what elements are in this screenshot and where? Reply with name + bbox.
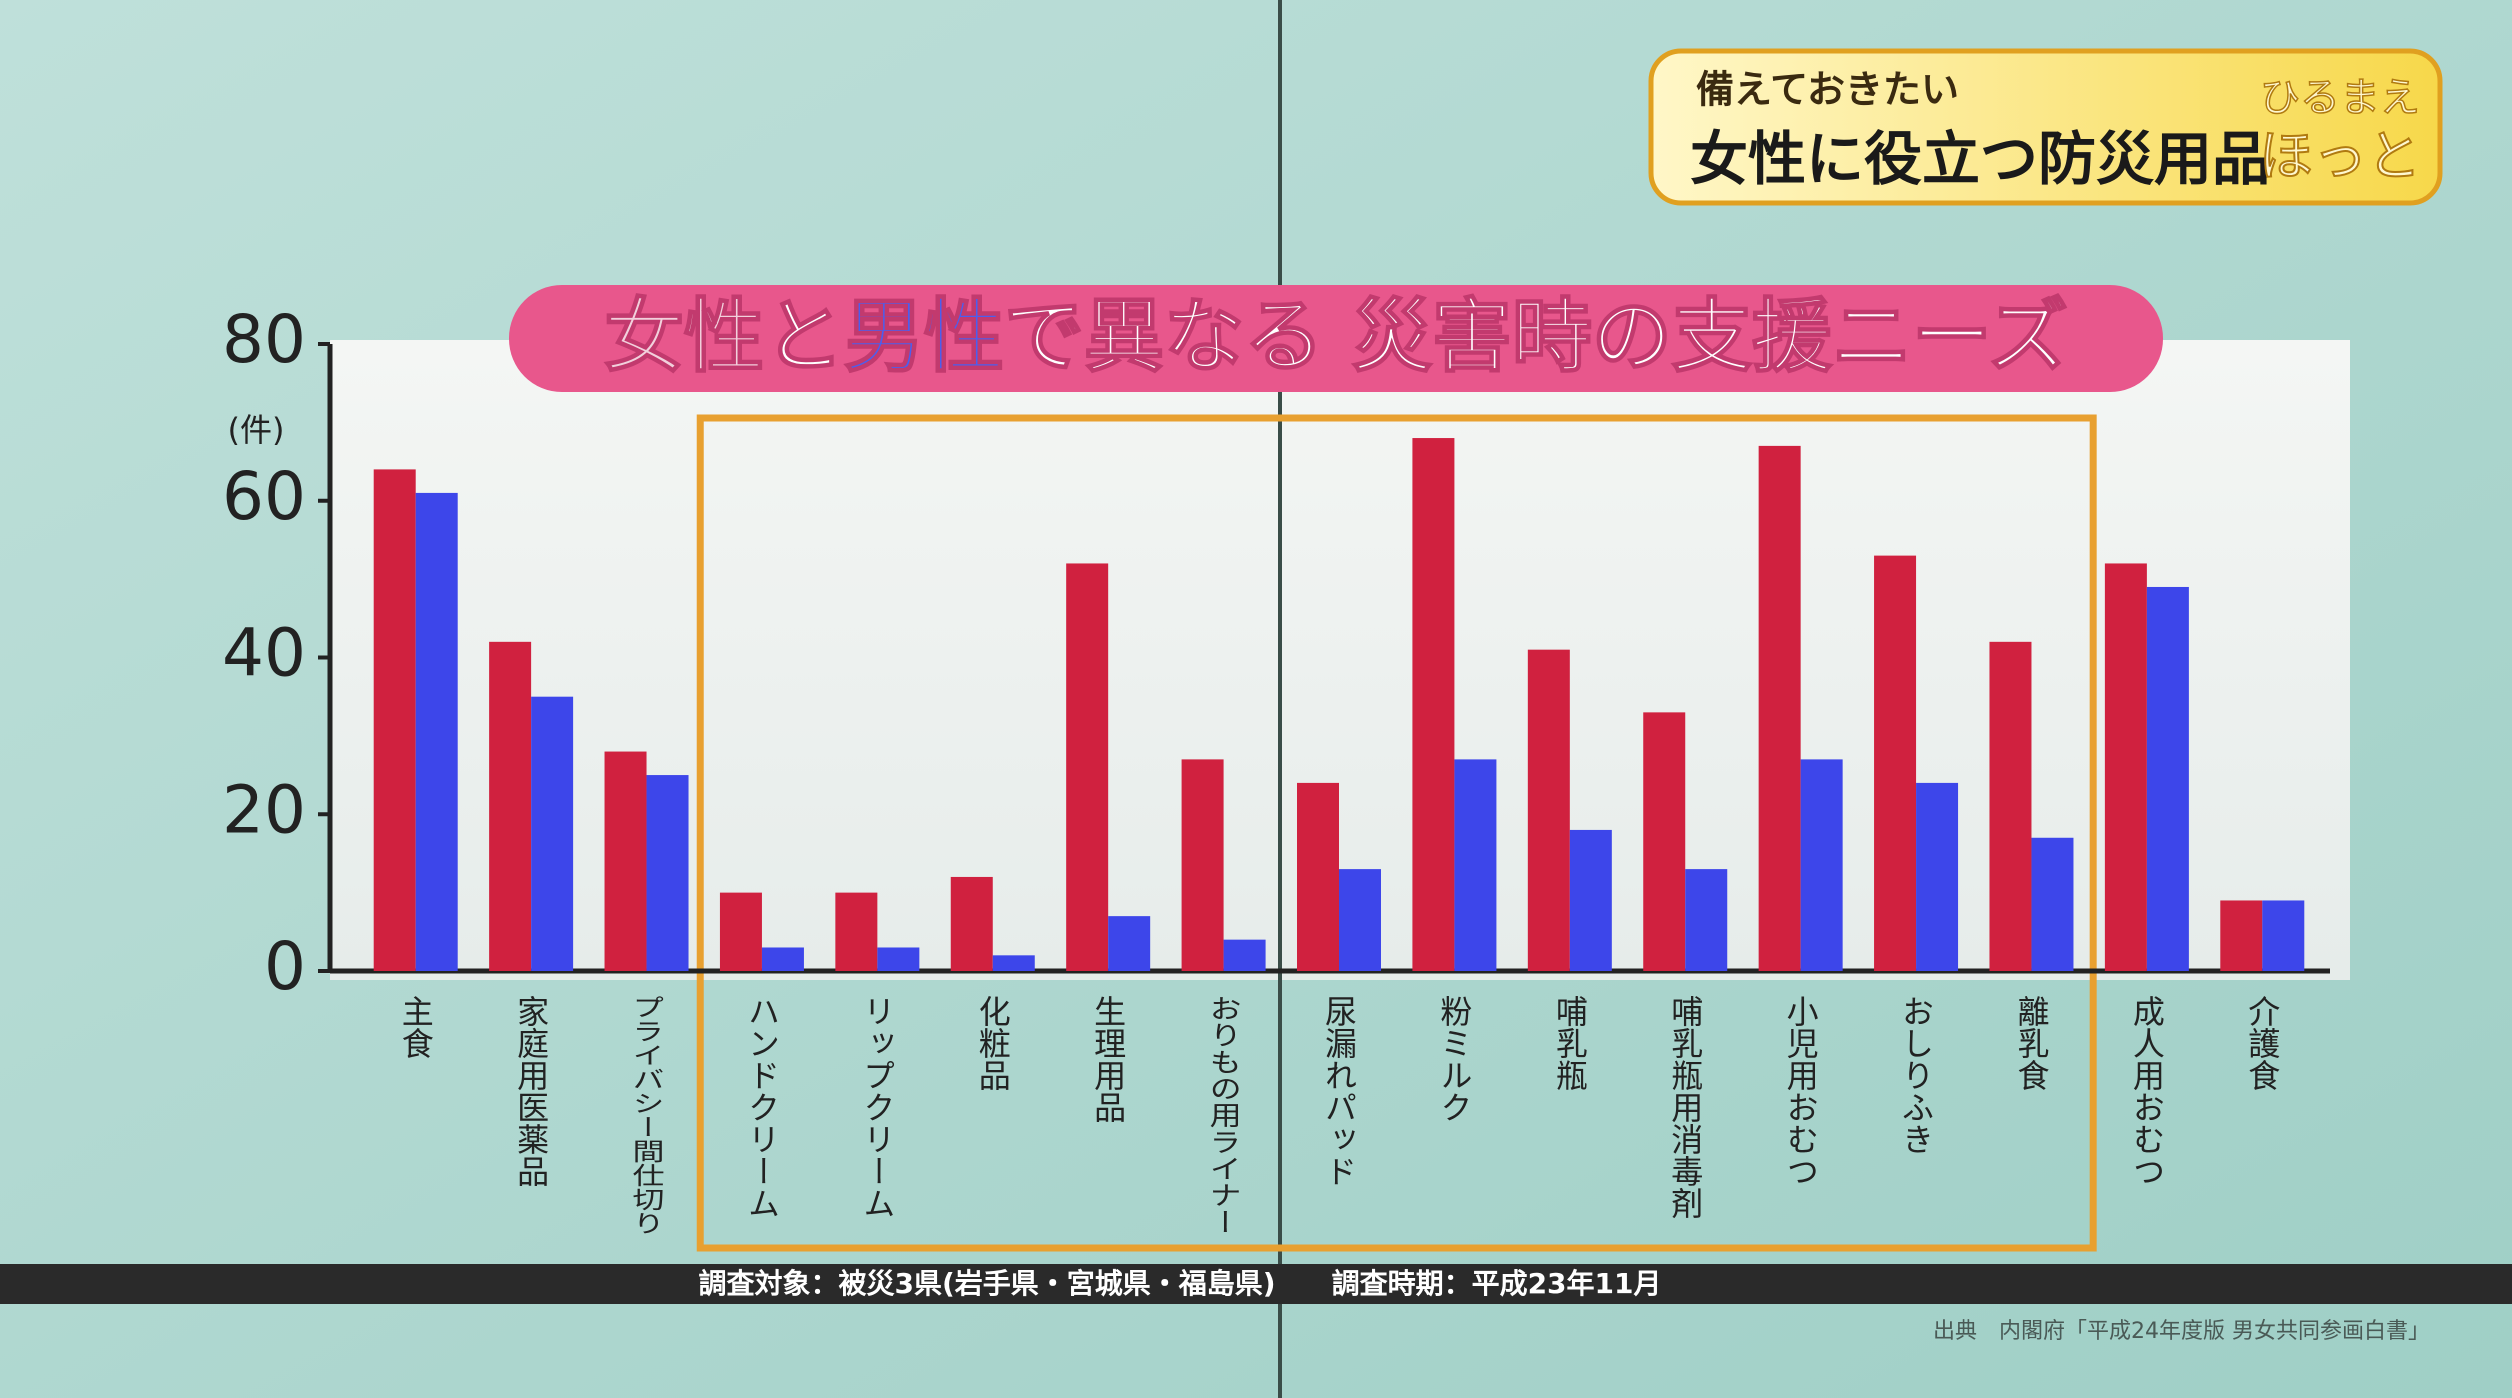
bar [877,947,919,971]
y-tick-label: 80 [222,301,306,378]
x-tick-label: おりもの用ライナー [1205,995,1243,1235]
bar [2220,900,2262,971]
bar [1528,650,1570,971]
x-tick-label: 離乳食 [2012,995,2050,1091]
bar [1412,438,1454,971]
y-tick-label: 0 [264,928,306,1005]
bar [416,493,458,971]
title-part: で異なる 災害時の支援ニーズ [1004,290,2068,383]
x-tick-label: 哺乳瓶 [1551,995,1589,1091]
title-part: 男性 [844,290,1004,383]
bar [951,877,993,971]
x-tick-label: 小児用おむつ [1782,995,1820,1187]
banner-subtitle: 備えておきたい [1696,68,1959,112]
bar [1759,446,1801,971]
x-tick-label: ハンドクリーム [743,995,781,1219]
x-tick-label: 介護食 [2243,995,2281,1091]
title-part: と [764,290,844,383]
bar [2262,900,2304,971]
y-unit: (件) [228,411,285,449]
bar [1685,869,1727,971]
bar [1643,712,1685,971]
bar [720,893,762,971]
x-tick-label: 家庭用医薬品 [512,995,550,1187]
x-tick-label: リップクリーム [858,995,896,1219]
x-tick-label: 哺乳瓶用消毒剤 [1666,995,1704,1219]
bar [993,955,1035,971]
x-tick-label: プライバシー間仕切り [628,995,666,1235]
bar [1108,916,1150,971]
footnote: 調査対象：被災3県(岩手県・宮城県・福島県) 調査時期：平成23年11月 [698,1267,1661,1300]
bar [2147,587,2189,971]
logo-bottom: ほっと [2259,125,2421,188]
bar [374,469,416,971]
bar [1989,642,2031,971]
y-tick-label: 60 [222,458,306,535]
bar [1801,759,1843,971]
x-tick-label: おしりふき [1897,995,1935,1155]
bar [1570,830,1612,971]
bar [1874,556,1916,971]
x-tick-label: 化粧品 [974,995,1012,1091]
y-tick-label: 40 [222,615,306,692]
bar [605,752,647,971]
bar [1916,783,1958,971]
logo-top: ひるまえ [2260,75,2420,121]
bar [762,947,804,971]
bar [489,642,531,971]
bar [2031,838,2073,971]
screen: 備えておきたい 女性に役立つ防災用品 ひるまえ ほっと 女性と男性で異なる 災害… [0,0,2512,1398]
bar [647,775,689,971]
x-tick-label: 生理用品 [1089,995,1127,1123]
x-tick-label: 主食 [397,995,435,1059]
title-part: 女性 [604,290,764,383]
x-tick-label: 粉ミルク [1435,995,1473,1123]
x-tick-label: 尿漏れパッド [1320,995,1358,1187]
banner-headline: 女性に役立つ防災用品 [1690,125,2270,193]
x-tick-label: 成人用おむつ [2128,995,2166,1187]
source: 出典 内閣府「平成24年度版 男女共同参画白書」 [1933,1319,2430,1344]
bar [2105,563,2147,971]
bar [1224,940,1266,971]
bar [531,697,573,971]
bar [1297,783,1339,971]
chart-title: 女性と男性で異なる 災害時の支援ニーズ [604,290,2068,383]
bar [1454,759,1496,971]
bar [1182,759,1224,971]
y-tick-label: 20 [222,771,306,848]
bar [835,893,877,971]
bar [1066,563,1108,971]
bar [1339,869,1381,971]
